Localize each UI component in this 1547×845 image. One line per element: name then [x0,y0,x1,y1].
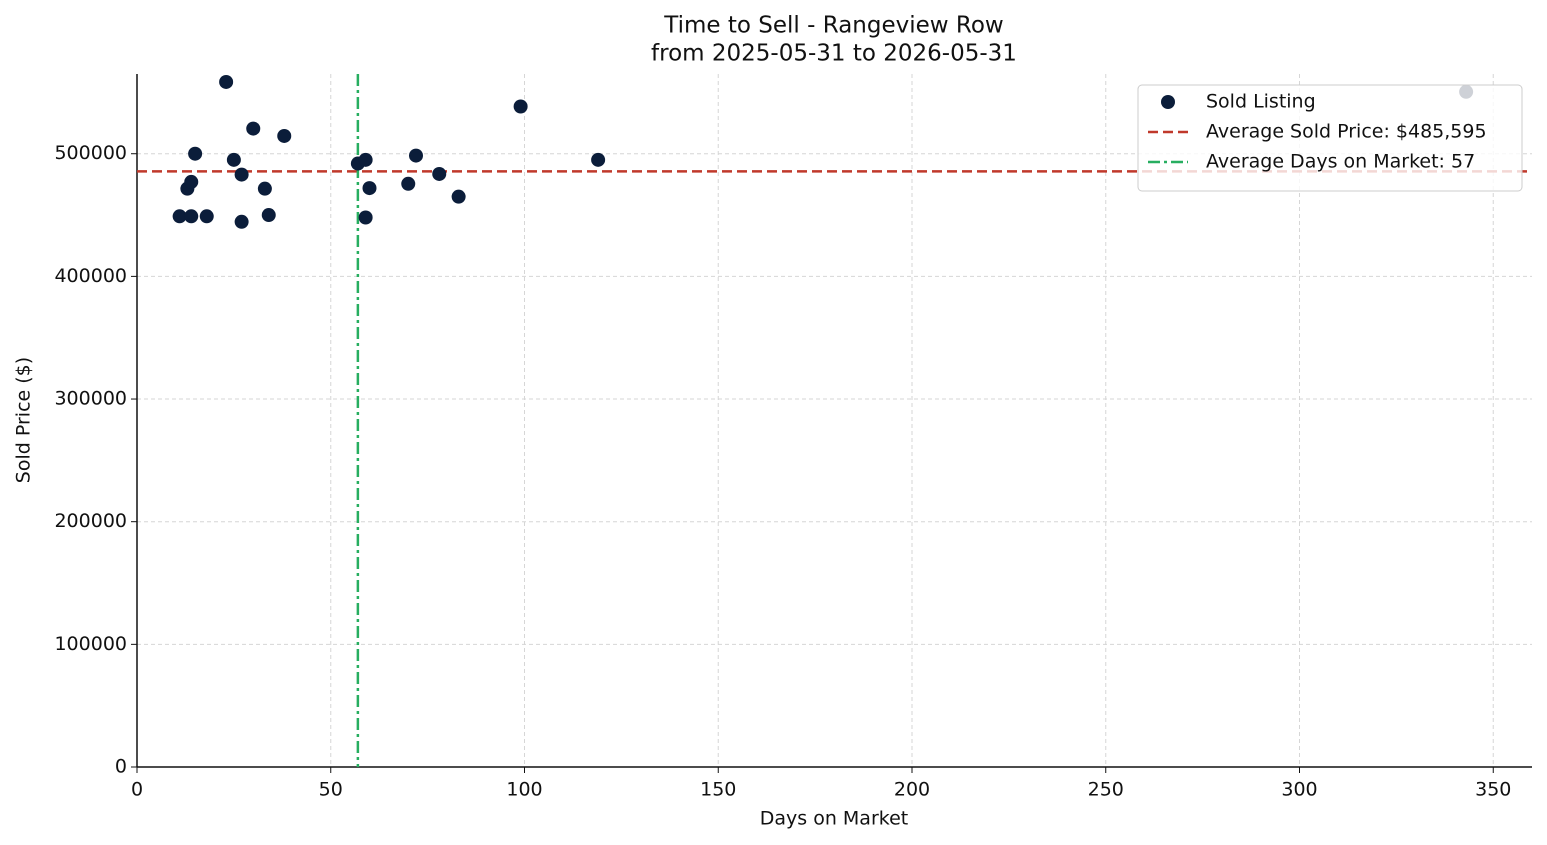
point [409,148,423,163]
point [172,209,187,224]
point [226,152,241,167]
y-tick-label: 500000 [54,142,127,164]
y-axis-label: Sold Price ($) [13,357,35,483]
legend-label: Sold Listing [1206,91,1316,113]
point [246,121,261,136]
point [184,174,199,189]
x-tick-label: 0 [131,779,143,801]
point [219,74,234,89]
x-tick-label: 300 [1281,779,1317,801]
point [358,152,373,167]
y-tick-label: 300000 [54,388,127,410]
chart-subtitle: from 2025-05-31 to 2026-05-31 [651,41,1017,67]
x-tick-label: 50 [319,779,343,801]
x-tick-label: 250 [1088,779,1124,801]
point [234,214,249,229]
point [184,209,199,224]
point [451,189,466,204]
point [432,166,447,181]
legend-marker [1161,95,1175,109]
point [358,210,373,225]
chart-title: Time to Sell - Rangeview Row [663,13,1003,39]
point [362,181,377,196]
point [188,146,203,161]
legend-label: Average Sold Price: $485,595 [1206,121,1487,143]
x-axis-label: Days on Market [760,808,908,830]
y-tick-label: 100000 [54,633,127,655]
x-tick-label: 350 [1475,779,1511,801]
y-tick-label: 0 [115,756,127,778]
x-tick-label: 200 [894,779,930,801]
point [401,176,416,191]
point [277,128,292,143]
point [591,152,606,167]
y-tick-label: 200000 [54,510,127,532]
x-tick-label: 100 [506,779,542,801]
point [199,209,214,224]
legend-box [1137,84,1523,192]
y-tick-label: 400000 [54,265,127,287]
point [261,208,276,223]
legend-label: Average Days on Market: 57 [1206,151,1475,173]
point [513,99,528,114]
point [257,181,272,196]
point [234,167,249,182]
x-tick-label: 150 [700,779,736,801]
